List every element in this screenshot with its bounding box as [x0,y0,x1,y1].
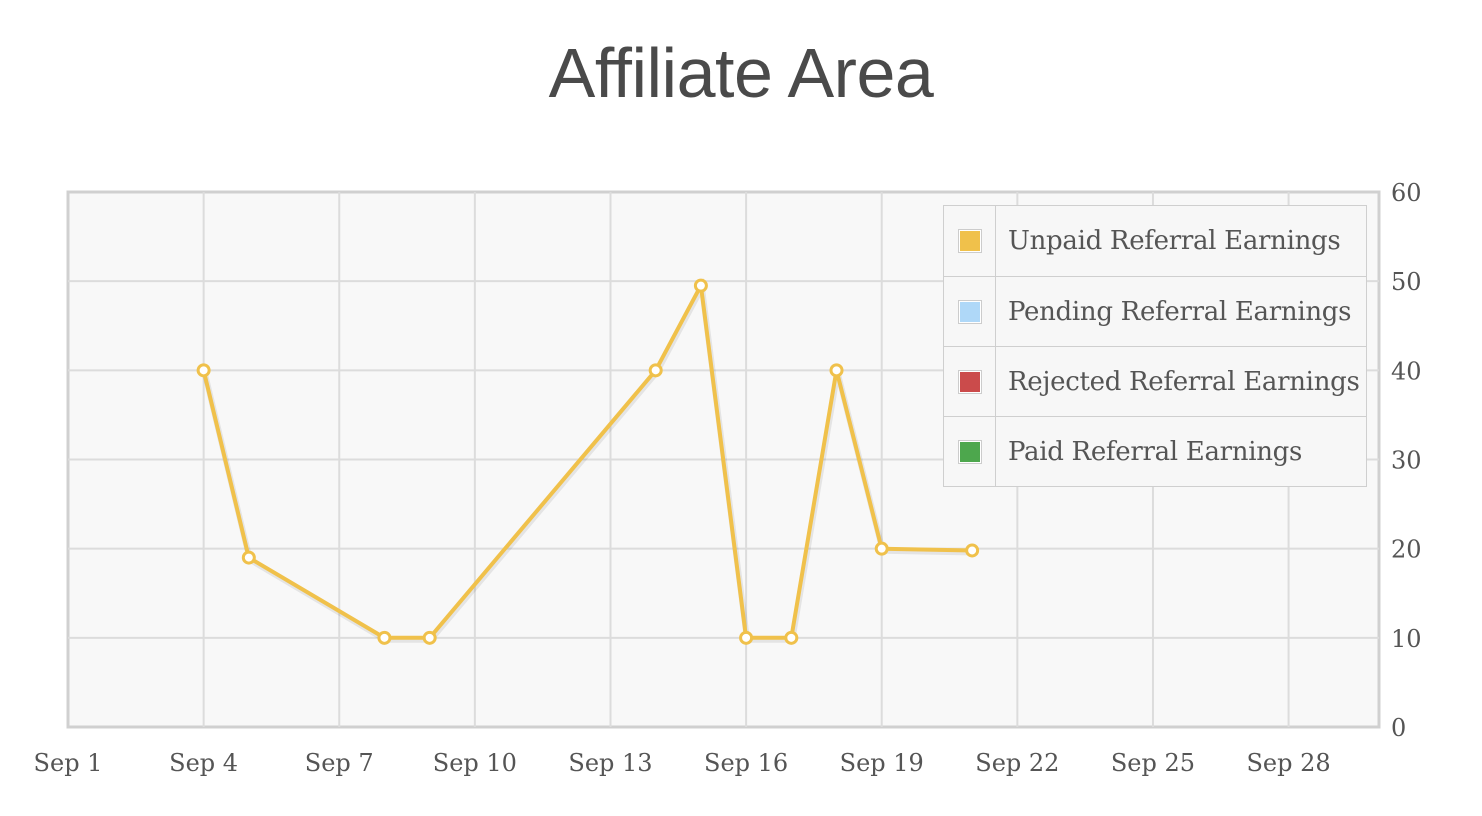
y-tick-label: 50 [1391,268,1422,296]
legend-label: Paid Referral Earnings [1008,436,1303,467]
x-tick-label: Sep 7 [305,749,374,777]
x-axis-ticks: Sep 1 Sep 4 Sep 7 Sep 10 Sep 13 Sep 16 Sep 19 S… [34,749,1331,777]
legend-item: Paid Referral Earnings [944,416,1366,486]
y-tick-label: 0 [1391,714,1406,742]
x-tick-label: Sep 13 [568,749,652,777]
legend-swatch-frame [957,299,982,324]
legend-item: Rejected Referral Earnings [944,346,1366,416]
data-point[interactable] [739,630,754,645]
x-tick-label: Sep 16 [704,749,788,777]
y-tick-label: 10 [1391,625,1422,653]
legend-swatch-cell [944,347,996,416]
chart-legend: Unpaid Referral Earnings Pending Referral… [943,205,1367,487]
legend-swatch-frame [957,229,982,253]
x-tick-label: Sep 10 [433,749,517,777]
data-point[interactable] [874,541,889,556]
series-layer [196,277,980,645]
legend-swatch-frame [957,439,982,464]
legend-swatch-frame [957,369,982,394]
legend-swatch [959,231,980,251]
data-point[interactable] [377,630,392,645]
x-tick-label: Sep 22 [975,749,1059,777]
y-tick-label: 30 [1391,447,1422,475]
data-point[interactable] [693,278,708,293]
legend-item: Unpaid Referral Earnings [944,206,1366,276]
data-point[interactable] [241,550,256,565]
legend-swatch [959,371,980,392]
x-tick-label: Sep 4 [169,749,238,777]
y-tick-label: 20 [1391,536,1422,564]
x-tick-label: Sep 1 [34,749,103,777]
legend-item: Pending Referral Earnings [944,276,1366,346]
legend-swatch-cell [944,417,996,486]
y-tick-label: 40 [1391,357,1422,385]
data-point[interactable] [422,630,437,645]
legend-swatch [959,301,980,322]
x-tick-label: Sep 19 [840,749,924,777]
data-point[interactable] [196,363,211,378]
page-title: Affiliate Area [548,34,934,112]
data-point[interactable] [965,543,980,558]
legend-label: Rejected Referral Earnings [1008,366,1360,397]
x-tick-label: Sep 28 [1246,749,1330,777]
legend-label: Pending Referral Earnings [1008,296,1352,327]
legend-swatch-cell [944,277,996,346]
legend-swatch [959,441,980,462]
y-axis-ticks: 0 10 20 30 40 50 60 [1391,179,1422,742]
data-point[interactable] [784,630,799,645]
legend-label: Unpaid Referral Earnings [1008,226,1341,256]
legend-swatch-cell [944,206,996,276]
data-point[interactable] [648,363,663,378]
y-tick-label: 60 [1391,179,1422,207]
data-point[interactable] [829,363,844,378]
x-tick-label: Sep 25 [1111,749,1195,777]
